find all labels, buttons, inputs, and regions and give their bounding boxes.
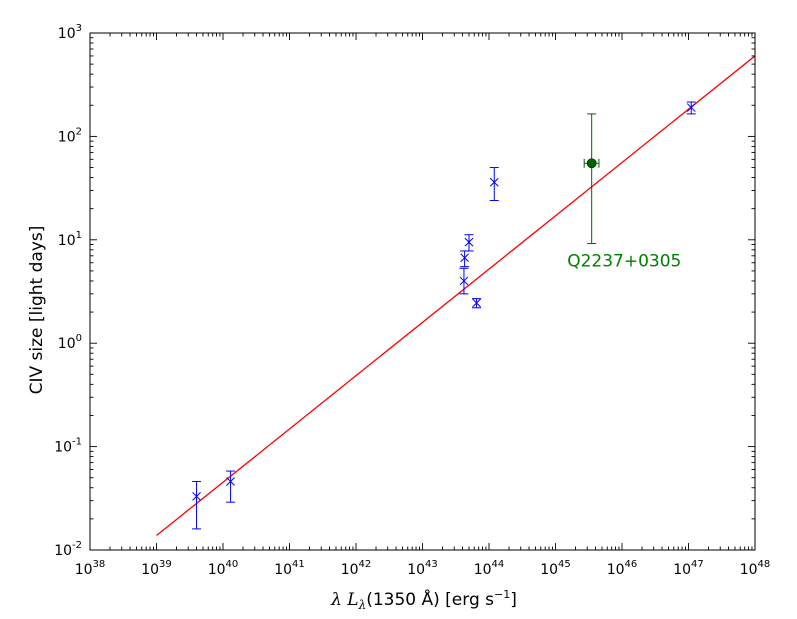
data-point-x-marker	[192, 492, 201, 501]
y-tick-label-base: 10	[54, 543, 72, 559]
y-tick-label-base: 10	[58, 336, 76, 352]
x-axis-label: λ Lλ(1350 Å) [erg s−1]	[330, 588, 517, 612]
x-tick-label-exponent: 45	[558, 559, 571, 570]
annotations-group: Q2237+0305	[567, 252, 681, 272]
tick-labels-group: 1038 1039 1040 1041 1042 1043 1044 1045 1046 1047…	[54, 23, 770, 578]
x-tick-label-exponent: 42	[359, 559, 372, 570]
annotation-label: Q2237+0305	[567, 252, 681, 272]
x-marker-stroke	[489, 177, 499, 187]
fit-line-group	[156, 55, 756, 537]
x-tick-label: 1040	[208, 559, 239, 578]
x-tick-label-base: 10	[540, 562, 558, 578]
ticks-group	[89, 32, 756, 551]
x-tick-label-exponent: 39	[159, 559, 172, 570]
y-tick-label-exponent: 3	[76, 23, 82, 34]
x-tick-label-exponent: 46	[625, 559, 638, 570]
fit-line	[156, 55, 756, 537]
x-tick-label-base: 10	[607, 562, 625, 578]
data-point-x-marker	[226, 477, 235, 486]
data-point-x-marker	[489, 177, 499, 187]
y-tick-label-exponent: 2	[76, 126, 82, 137]
y-tick-label-exponent: 0	[76, 333, 82, 344]
x-tick-label-exponent: 43	[425, 559, 438, 570]
data-point-x-marker	[459, 276, 469, 286]
x-tick-label: 1045	[540, 559, 571, 578]
data-point-circle-marker	[586, 158, 597, 169]
x-tick-label-base: 10	[474, 562, 492, 578]
x-tick-label-exponent: 47	[691, 559, 704, 570]
y-tick-label-base: 10	[58, 233, 76, 249]
x-tick-label: 1048	[740, 559, 771, 578]
x-tick-label-base: 10	[208, 562, 226, 578]
x-tick-label-base: 10	[341, 562, 359, 578]
x-tick-label-exponent: 48	[758, 559, 771, 570]
data-point-x-marker	[472, 298, 481, 308]
x-tick-label-exponent: 40	[226, 559, 239, 570]
x-tick-label-base: 10	[740, 562, 758, 578]
data-point-x-marker	[686, 103, 696, 112]
data-point-x-marker	[464, 237, 474, 247]
x-tick-label: 1046	[607, 559, 638, 578]
x-tick-label-base: 10	[274, 562, 292, 578]
x-tick-label-exponent: 38	[93, 559, 106, 570]
x-axis-label-sup: −1	[494, 588, 510, 601]
data-point-x-marker	[460, 253, 469, 263]
x-tick-label: 1043	[407, 559, 438, 578]
x-tick-label: 1038	[75, 559, 106, 578]
y-tick-label-exponent: 1	[76, 230, 82, 241]
x-marker-stroke	[686, 103, 696, 112]
x-axis-label-mid: (1350 Å) [erg s	[366, 588, 494, 610]
y-tick-label-base: 10	[58, 26, 76, 42]
x-tick-label-exponent: 44	[492, 559, 505, 570]
x-marker-stroke	[459, 276, 469, 286]
x-tick-label: 1047	[673, 559, 704, 578]
y-tick-label: 101	[58, 230, 82, 249]
y-tick-label: 10-1	[54, 437, 82, 456]
x-axis-label-sub: λ	[358, 598, 367, 612]
x-tick-label-exponent: 41	[292, 559, 305, 570]
x-tick-label: 1042	[341, 559, 372, 578]
x-tick-label: 1041	[274, 559, 305, 578]
x-tick-label-base: 10	[75, 562, 93, 578]
x-marker-stroke	[226, 477, 235, 486]
x-marker-stroke	[460, 253, 469, 263]
x-axis-label-end: ]	[510, 590, 517, 610]
x-marker-stroke	[192, 492, 201, 501]
x-tick-label-base: 10	[407, 562, 425, 578]
data-points-group	[192, 103, 696, 501]
y-tick-label: 102	[58, 126, 82, 145]
x-tick-label: 1039	[141, 559, 172, 578]
y-tick-label: 100	[58, 333, 82, 352]
y-tick-label-exponent: -2	[72, 540, 82, 551]
x-tick-label: 1044	[474, 559, 505, 578]
y-axis-label: CIV size [light days]	[27, 226, 47, 395]
y-tick-label: 10-2	[54, 540, 82, 559]
y-tick-label: 103	[58, 23, 82, 42]
x-axis-label-math: λ L	[330, 590, 358, 610]
x-tick-label-base: 10	[673, 562, 691, 578]
y-tick-label-exponent: -1	[72, 437, 82, 448]
x-marker-stroke	[472, 298, 481, 308]
x-marker-stroke	[464, 237, 474, 247]
x-tick-label-base: 10	[141, 562, 159, 578]
y-tick-label-base: 10	[54, 440, 72, 456]
y-tick-label-base: 10	[58, 129, 76, 145]
